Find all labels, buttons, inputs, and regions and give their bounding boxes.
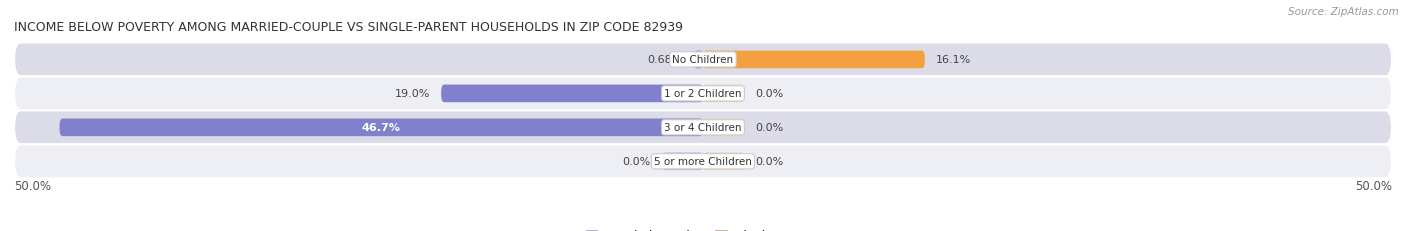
FancyBboxPatch shape [14,145,1392,179]
FancyBboxPatch shape [703,51,925,69]
Text: 46.7%: 46.7% [361,123,401,133]
FancyBboxPatch shape [14,77,1392,111]
Text: 0.0%: 0.0% [755,157,783,167]
Text: 19.0%: 19.0% [395,89,430,99]
Text: 50.0%: 50.0% [14,179,51,192]
Text: No Children: No Children [672,55,734,65]
Text: 0.0%: 0.0% [755,89,783,99]
Text: 1 or 2 Children: 1 or 2 Children [664,89,742,99]
FancyBboxPatch shape [662,153,703,170]
FancyBboxPatch shape [14,111,1392,145]
Text: Source: ZipAtlas.com: Source: ZipAtlas.com [1288,7,1399,17]
FancyBboxPatch shape [703,119,744,137]
Text: 5 or more Children: 5 or more Children [654,157,752,167]
Text: 0.0%: 0.0% [755,123,783,133]
Text: 3 or 4 Children: 3 or 4 Children [664,123,742,133]
FancyBboxPatch shape [693,51,703,69]
Text: 50.0%: 50.0% [1355,179,1392,192]
FancyBboxPatch shape [703,153,744,170]
Legend: Married Couples, Single Parents: Married Couples, Single Parents [581,224,825,231]
Text: 0.68%: 0.68% [647,55,682,65]
FancyBboxPatch shape [441,85,703,103]
FancyBboxPatch shape [59,119,703,137]
Text: INCOME BELOW POVERTY AMONG MARRIED-COUPLE VS SINGLE-PARENT HOUSEHOLDS IN ZIP COD: INCOME BELOW POVERTY AMONG MARRIED-COUPL… [14,21,683,33]
Text: 0.0%: 0.0% [623,157,651,167]
FancyBboxPatch shape [703,85,744,103]
FancyBboxPatch shape [14,43,1392,77]
Text: 16.1%: 16.1% [936,55,972,65]
